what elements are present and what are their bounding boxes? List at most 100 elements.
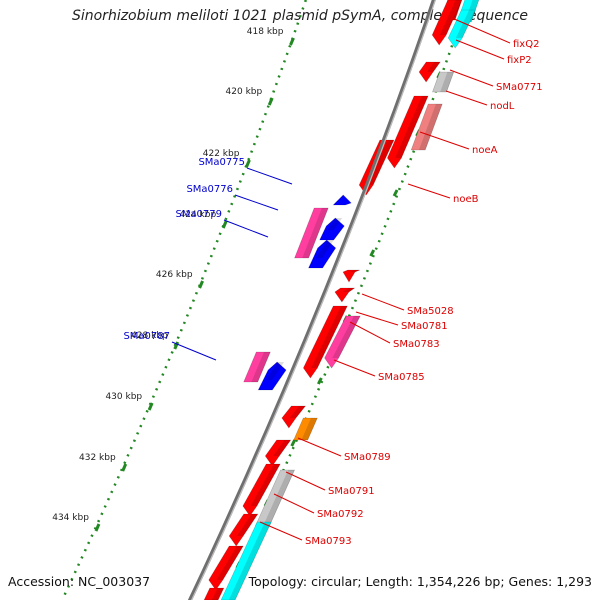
gene-label-right: SMa0781 [401,321,448,332]
label-leader [273,493,315,514]
gene-shade [211,588,224,600]
gene-block [220,521,272,600]
label-leader [451,17,511,44]
gene-block [387,95,429,169]
gene-block [281,405,307,429]
gene-shade [263,470,295,526]
scale-tick [289,37,295,46]
scale-tick [245,159,251,168]
label-leader [223,219,269,238]
gene-shade [327,218,343,230]
scale-tick [121,463,128,472]
scale-tick [369,249,376,257]
label-leader [259,521,303,541]
label-leader [285,471,326,491]
gene-block [431,0,463,46]
gene-shade [342,288,355,292]
gene-block [208,545,244,591]
accession-text: Accession: NC_003037 [8,574,151,589]
label-leaders [171,17,511,541]
gene-label-right: SMa0771 [496,82,543,93]
gene-block [334,287,356,303]
label-leader [171,341,217,361]
plasmid-backbone [187,0,436,600]
gene-shade [332,316,361,358]
gene-block [308,239,337,269]
label-leader [445,90,488,106]
gene-shade [216,546,244,580]
gene-label-right: SMa5028 [407,306,454,317]
gene-shade [418,104,443,150]
gene-shade [251,352,271,382]
scale-label: 424 kbp [180,210,217,220]
scale-tick [173,341,180,350]
label-leader [333,359,376,377]
gene-block [410,103,443,151]
scale-tick [198,280,204,289]
gene-label-left: SMa0779 [175,209,222,220]
gene-label-right: noeA [472,145,498,156]
scale-tick [267,97,274,106]
scale-label: 430 kbp [105,392,142,402]
gene-label-left: SMa0776 [186,184,233,195]
scale-label: 432 kbp [79,453,116,463]
gene-block [447,9,476,49]
gene-block [324,315,361,369]
gene-label-left: SMa0787 [123,331,170,342]
gene-shade [426,62,441,72]
label-leader [297,437,342,457]
gene-shade [349,270,360,272]
gene-block [332,194,352,206]
gene-shade [228,522,272,600]
gene-shade [316,240,334,258]
gene-label-right: SMa0789 [344,452,391,463]
left-scale-dots [60,0,307,600]
gene-shade [366,140,394,185]
scale-label: 428 kbp [131,331,168,341]
gene-block [242,463,281,517]
gene-block [203,587,225,600]
backbone-highlight [190,0,436,600]
gene-label-left: SMa0775 [198,157,245,168]
gene-block [228,513,259,547]
gene-shade [273,440,291,456]
label-leader [246,167,293,185]
scale-tick [94,523,101,532]
gene-label-right: fixQ2 [513,39,539,50]
label-leader [349,321,391,344]
scale-tick [147,402,154,411]
label-leader [407,183,451,199]
gene-label-right: nodL [490,101,515,112]
scale-tick [317,377,323,385]
label-leader [449,69,494,87]
label-leader [419,131,470,150]
scale-tick [221,220,228,229]
gene-block [264,439,292,467]
scale-label: 434 kbp [52,513,89,523]
gene-block [294,207,329,259]
gene-label-right: SMa0792 [317,509,364,520]
label-leader [361,293,405,311]
gene-shade [440,72,454,92]
gene-shade [250,464,281,506]
gene-block [432,71,455,93]
scale-label: 426 kbp [156,270,193,280]
gene-label-right: SMa0793 [305,536,352,547]
gene-block [257,361,287,391]
gene-shade [266,362,285,380]
scale-tick [290,439,297,447]
topology-text: Topology: circular; Length: 1,354,226 bp… [248,574,592,589]
scale-track: 418 kbp 420 kbp 422 kbp 424 kbp 426 kbp 428 k… [52,0,469,600]
gene-label-right: noeB [453,194,479,205]
gene-shade [439,0,462,35]
feature-labels: fixQ2 fixP2 SMa0771 nodL noeA noeB SMa5028 SMa0… [123,39,542,547]
gene-shade [395,96,429,158]
gene-shade [301,418,318,440]
label-leader [355,311,399,326]
gene-shade [311,306,348,368]
gene-shade [289,406,306,418]
scale-label: 418 kbp [247,27,284,37]
gene-block [418,61,441,83]
gene-block [293,417,318,441]
